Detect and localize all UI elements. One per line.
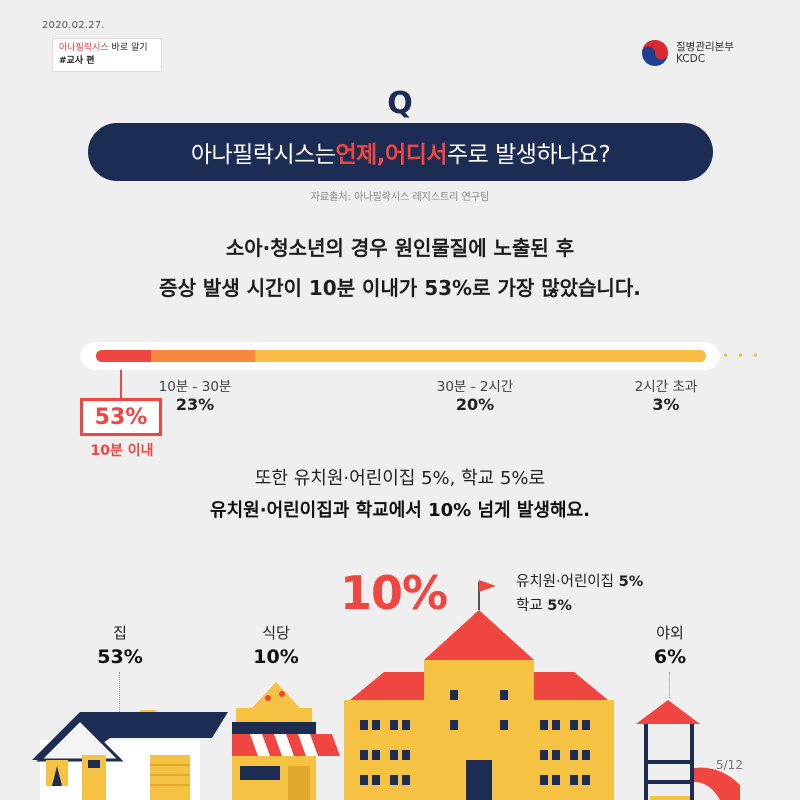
school-percent: 5% xyxy=(547,598,572,614)
lead-line-1: 소아·청소년의 경우 원인물질에 노출된 후 xyxy=(225,236,575,260)
place-restaurant-name: 식당 xyxy=(262,624,290,642)
segment-label-10min: 10분 이내 xyxy=(90,443,154,459)
timeline-dots: • • • xyxy=(722,349,761,363)
taegeuk-icon xyxy=(642,40,668,66)
org-name-en: KCDC xyxy=(676,53,706,65)
question-highlight-where: 어디서 xyxy=(385,142,448,168)
org-name-ko: 질병관리본부 xyxy=(676,41,734,53)
timeline-segment-2 xyxy=(254,350,706,362)
segment-value-10min: 53% xyxy=(80,398,162,436)
series-title-red: 아나필락시스 xyxy=(59,43,109,53)
place-outdoor-percent: 6% xyxy=(653,646,687,668)
places-illustration xyxy=(32,580,740,800)
segment-label-over-2h: 2시간 초과 xyxy=(634,379,698,395)
house-icon xyxy=(32,710,228,800)
segment-label-10-30min: 10분 - 30분 xyxy=(158,379,232,395)
restaurant-icon xyxy=(232,682,340,800)
place-home-name: 집 xyxy=(113,624,127,642)
org-logo: 질병관리본부 KCDC xyxy=(640,38,734,68)
kindergarten-label: 유치원·어린이집 xyxy=(516,574,614,590)
place-outdoor-name: 야외 xyxy=(656,624,684,642)
lead-text: 소아·청소년의 경우 원인물질에 노출된 후 증상 발생 시간이 10분 이내가… xyxy=(0,228,800,308)
question-mark: Q xyxy=(387,86,413,121)
school-breakdown: 유치원·어린이집 5% 학교 5% xyxy=(516,570,643,618)
school-icon xyxy=(344,580,614,800)
data-source: 자료출처: 아나필락시스 레지스트리 연구팀 xyxy=(310,192,490,203)
date: 2020.02.27. xyxy=(42,20,105,31)
question-highlight-when: 언제, xyxy=(335,142,386,168)
timeline-pointer xyxy=(120,370,122,400)
middle-line-1: 또한 유치원·어린이집 5%, 학교 5%로 xyxy=(254,468,546,489)
timeline-bar xyxy=(96,350,706,362)
lead-line-2: 증상 발생 시간이 10분 이내가 53%로 가장 많았습니다. xyxy=(159,276,641,300)
place-restaurant-percent: 10% xyxy=(253,646,299,668)
question-part1: 아나필락시스는 xyxy=(190,142,336,168)
place-home-percent: 53% xyxy=(97,646,143,668)
timeline-segment-1 xyxy=(150,350,255,362)
kindergarten-percent: 5% xyxy=(618,574,644,590)
series-tag: 아나필락시스 바로 알기 #교사 편 xyxy=(52,38,162,72)
playground-icon xyxy=(636,700,740,800)
segment-value-10-30min: 23% xyxy=(175,395,215,414)
segment-value-30min-2h: 20% xyxy=(455,395,495,414)
page-number: 5/12 xyxy=(716,758,743,772)
middle-line-2: 유치원·어린이집과 학교에서 10% 넘게 발생해요. xyxy=(210,500,590,521)
home-leader-line xyxy=(119,672,120,712)
segment-value-over-2h: 3% xyxy=(652,395,680,414)
school-total-percent: 10% xyxy=(340,566,448,620)
outdoor-leader-line xyxy=(669,672,670,698)
segment-label-30min-2h: 30분 - 2시간 xyxy=(436,379,514,395)
series-title-rest: 바로 알기 xyxy=(108,43,148,53)
timeline-segment-0 xyxy=(96,350,151,362)
school-label: 학교 xyxy=(516,598,543,614)
question-part2: 주로 발생하나요? xyxy=(447,142,611,168)
series-edition: #교사 편 xyxy=(59,56,95,66)
question-banner: 아나필락시스는 언제, 어디서 주로 발생하나요? xyxy=(88,123,713,181)
